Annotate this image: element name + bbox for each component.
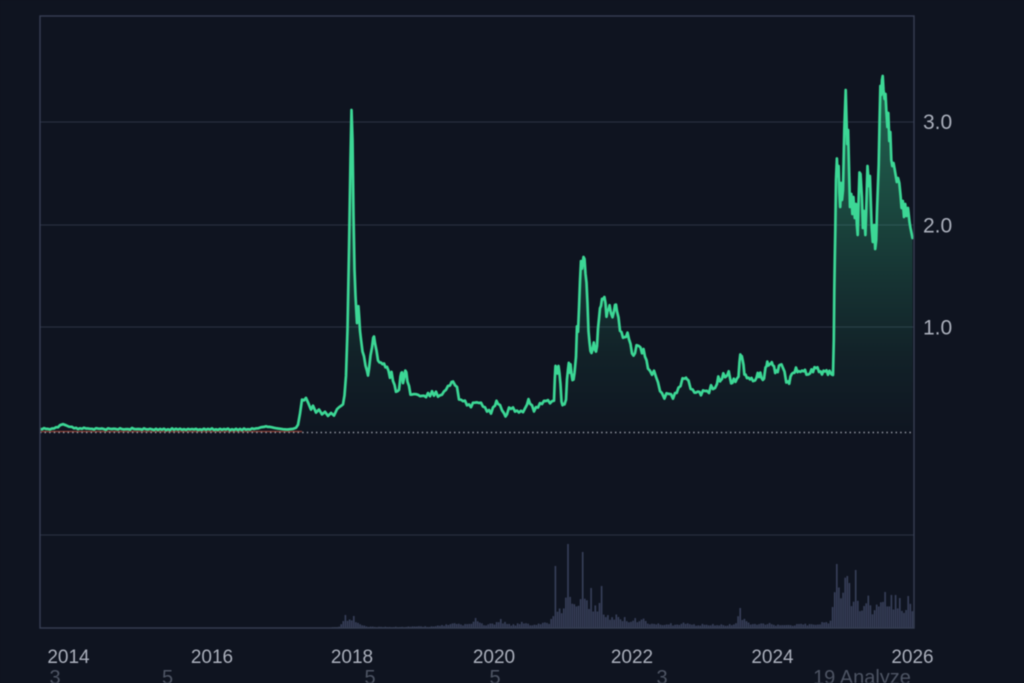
svg-text:3.0: 3.0	[923, 111, 952, 134]
svg-text:2024: 2024	[751, 647, 794, 668]
svg-text:5: 5	[162, 667, 173, 683]
svg-text:2022: 2022	[611, 647, 653, 668]
svg-text:5: 5	[489, 667, 500, 683]
svg-text:5: 5	[364, 667, 375, 683]
svg-text:2.0: 2.0	[923, 215, 952, 238]
svg-text:19 Analyze: 19 Analyze	[813, 667, 911, 683]
svg-text:1.0: 1.0	[923, 317, 952, 340]
svg-text:3: 3	[656, 667, 667, 683]
svg-text:2018: 2018	[331, 647, 373, 668]
svg-text:2016: 2016	[191, 647, 233, 668]
svg-text:3: 3	[49, 667, 60, 683]
svg-text:2026: 2026	[891, 647, 933, 668]
svg-text:2020: 2020	[473, 647, 515, 668]
svg-text:2014: 2014	[47, 647, 90, 668]
